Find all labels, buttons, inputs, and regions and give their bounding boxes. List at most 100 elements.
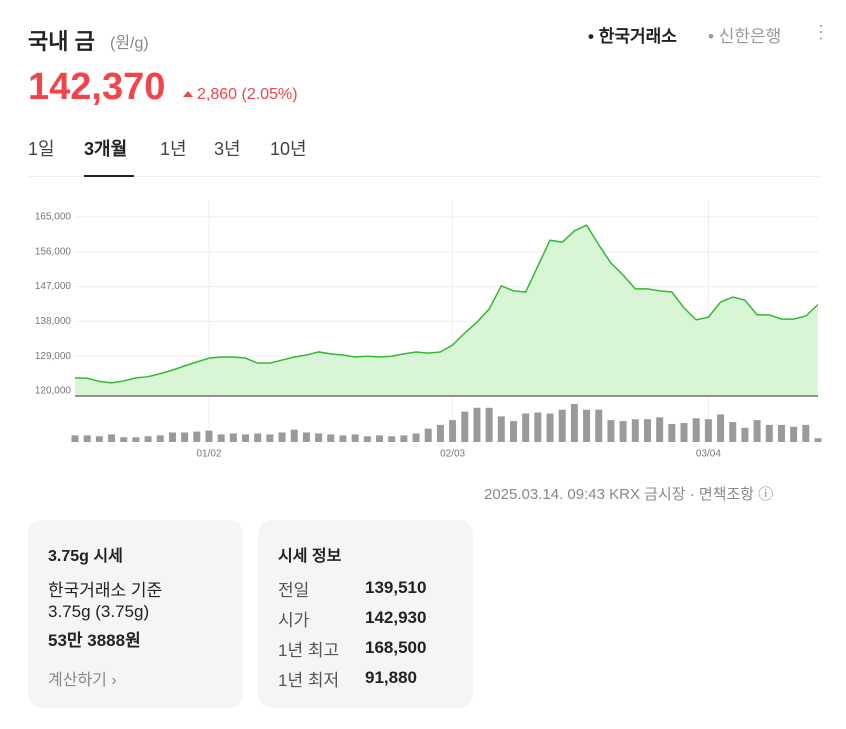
volume-bar: [631, 419, 639, 442]
volume-bar: [534, 412, 542, 442]
card-text: 3.75g (3.75g): [48, 602, 150, 621]
volume-bar: [315, 433, 323, 442]
y-tick-label: 165,000: [35, 212, 72, 223]
tab[interactable]: 1일: [28, 139, 55, 159]
x-tick-label: 02/03: [440, 449, 465, 460]
volume-bar: [449, 420, 457, 442]
volume-bar: [424, 428, 432, 442]
info-value: 168,500: [365, 638, 427, 657]
disclaimer[interactable]: 면책조항: [698, 486, 755, 503]
source-label: 한국거래소: [598, 27, 677, 46]
volume-bar: [302, 432, 310, 442]
link-text: 계산하기: [48, 672, 107, 689]
info-label: 시가: [278, 611, 310, 630]
volume-bar: [509, 421, 517, 442]
source-tab[interactable]: • 한국거래소: [588, 27, 677, 46]
timestamp-text: 2025.03.14. 09:43 KRX 금시장: [484, 486, 686, 503]
unit: (원/g): [110, 35, 149, 52]
card: 3.75g 시세 한국거래소 기준 3.75g (3.75g) 53만 3888…: [28, 520, 243, 708]
up-icon: [183, 91, 193, 97]
volume-bar: [388, 436, 396, 442]
volume-bar: [144, 436, 152, 442]
source-label: 신한은행: [718, 27, 782, 46]
volume-bar: [193, 431, 201, 442]
volume-bar: [595, 409, 603, 442]
volume-bar: [656, 417, 664, 442]
volume-bar: [412, 433, 420, 442]
change-rate: (2.05%): [241, 86, 298, 103]
volume-bar: [168, 432, 176, 442]
y-tick-label: 156,000: [35, 246, 72, 257]
info-label: 전일: [278, 581, 310, 600]
volume-bar: [376, 435, 384, 442]
price: 142,370: [28, 66, 166, 108]
tab[interactable]: 1년: [160, 139, 187, 159]
volume-bar: [132, 437, 140, 442]
y-tick-label: 129,000: [35, 351, 72, 362]
volume-bar: [765, 424, 773, 442]
volume-bar: [120, 437, 128, 442]
info-label: 1년 최저: [278, 671, 340, 690]
volume-bar: [461, 411, 469, 442]
volume-bar: [400, 435, 408, 442]
volume-bar: [351, 434, 359, 442]
volume-bar: [558, 409, 566, 442]
volume-bar: [741, 427, 749, 442]
card: 시세 정보 전일 139,510 시가 142,930 1년 최고 168,500 1년 최…: [258, 520, 473, 708]
volume-bar: [436, 424, 444, 442]
volume-bar: [570, 404, 578, 442]
volume-bar: [83, 435, 91, 442]
volume-bar: [229, 433, 237, 442]
volume-bar: [607, 420, 615, 442]
volume-bar: [717, 414, 725, 442]
price-line: [74, 224, 819, 384]
volume-bar: [327, 434, 335, 442]
volume-bar: [108, 434, 116, 442]
x-tick-label: 01/02: [196, 449, 221, 460]
y-tick-label: 147,000: [35, 281, 72, 292]
calc-link[interactable]: 계산하기 ›: [48, 672, 117, 689]
volume-bar: [704, 419, 712, 442]
source-tab[interactable]: • 신한은행: [708, 27, 782, 46]
divider: [28, 176, 819, 177]
card-title: 시세 정보: [278, 548, 342, 565]
volume-bar: [802, 424, 810, 442]
volume-bar: [546, 413, 554, 442]
card-price: 53만 3888원: [48, 631, 141, 650]
volume-bar: [71, 435, 79, 442]
volume-bar: [497, 416, 505, 442]
volume-bar: [790, 426, 798, 442]
timestamp: 2025.03.14. 09:43 KRX 금시장 · 면책조항 ⓘ: [484, 486, 774, 503]
card-title: 3.75g 시세: [48, 548, 123, 565]
info-value: 139,510: [365, 578, 427, 597]
info-label: 1년 최고: [278, 641, 340, 660]
chart: 120,000 129,000 138,000 147,000 156,000 165,0…: [35, 200, 822, 460]
volume-bar: [266, 434, 274, 442]
volume-bar: [242, 434, 250, 442]
volume-bar: [680, 423, 688, 442]
change: 2,860 (2.05%): [197, 86, 298, 104]
volume-bar: [753, 420, 761, 442]
more-button[interactable]: ⋮: [812, 22, 830, 42]
volume-bar: [278, 432, 286, 442]
volume-bar: [583, 409, 591, 442]
volume-bar: [643, 419, 651, 442]
volume-bar: [729, 422, 737, 442]
volume-bar: [777, 424, 785, 442]
title: 국내 금: [28, 29, 95, 54]
info-value: 142,930: [365, 608, 427, 627]
tab[interactable]: 3개월: [84, 139, 128, 159]
volume-bar: [692, 418, 700, 442]
info-value: 91,880: [365, 668, 417, 687]
volume-bar: [181, 432, 189, 442]
volume-bar: [363, 436, 371, 442]
volume-bar: [156, 435, 164, 442]
volume-bar: [668, 423, 676, 442]
tab[interactable]: 10년: [270, 139, 307, 159]
tab[interactable]: 3년: [214, 139, 241, 159]
x-tick-label: 03/04: [696, 449, 721, 460]
volume-bar: [95, 436, 103, 442]
volume-bar: [814, 438, 822, 442]
volume-bar: [290, 429, 298, 442]
